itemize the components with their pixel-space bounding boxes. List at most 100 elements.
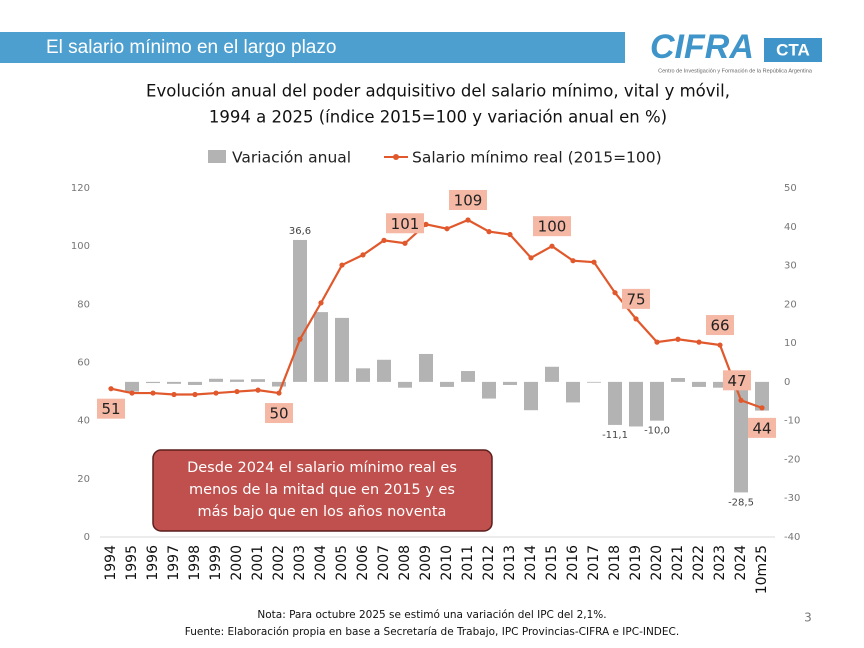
point-label-box (723, 370, 751, 391)
x-tick-label: 2023 (712, 545, 728, 581)
x-tick-label: 2017 (586, 545, 602, 581)
bar (524, 381, 538, 411)
point-label-box (386, 213, 424, 234)
bar (314, 312, 328, 382)
y2-tick-label: -30 (784, 493, 800, 504)
point-label-box (622, 288, 650, 309)
point (675, 336, 681, 342)
y2-tick-label: -20 (784, 454, 800, 465)
annotation-text: más bajo que en los años noventa (198, 504, 447, 520)
bar (377, 359, 391, 382)
point (507, 231, 513, 238)
note: Nota: Para octubre 2025 se estimó una va… (257, 609, 606, 621)
annotation-text: menos de la mitad que en 2015 y es (189, 482, 455, 498)
bar-label: -11,1 (602, 430, 628, 441)
annotation-text: Desde 2024 el salario mínimo real es (187, 460, 457, 476)
point (528, 255, 534, 261)
point (192, 391, 198, 398)
point-label: 50 (269, 405, 288, 423)
bar (356, 368, 370, 382)
point (213, 390, 219, 396)
bar (461, 371, 475, 382)
point (549, 243, 555, 249)
legend-label: Variación anual (232, 149, 351, 167)
y-tick-label: 60 (77, 358, 90, 369)
y-tick-label: 120 (71, 183, 90, 194)
y2-tick-label: -10 (784, 416, 800, 427)
point (171, 391, 177, 398)
y2-tick-label: -40 (784, 532, 800, 543)
point-label: 44 (752, 419, 771, 437)
x-tick-label: 2021 (670, 545, 686, 581)
bar-label: -10,0 (644, 426, 670, 437)
x-tick-label: 2005 (334, 545, 350, 581)
point (255, 387, 261, 393)
point-label-box (748, 417, 776, 438)
point-label-box (533, 216, 571, 237)
point-label: 109 (454, 191, 483, 209)
point (318, 300, 324, 306)
point (444, 226, 450, 232)
x-tick-label: 2024 (733, 545, 749, 581)
point-label: 47 (727, 372, 746, 390)
logo: CIFRA (650, 28, 754, 66)
bar (755, 381, 769, 411)
x-tick-label: 2003 (292, 545, 308, 581)
annotation-box (152, 449, 493, 532)
x-tick-label: 2018 (607, 545, 623, 581)
bar (713, 381, 727, 388)
point-label-box (265, 403, 293, 424)
y-tick-label: 40 (77, 416, 90, 427)
bar (503, 381, 517, 385)
bar (671, 378, 685, 382)
x-tick-label: 1999 (208, 545, 224, 581)
point-label: 66 (710, 317, 729, 335)
bar (482, 381, 496, 399)
point (717, 342, 723, 348)
bar (545, 366, 559, 382)
point (654, 339, 660, 345)
bar (650, 381, 664, 421)
x-tick-label: 2008 (397, 545, 413, 581)
bar (566, 381, 580, 403)
bar (335, 317, 349, 382)
x-tick-label: 2019 (628, 545, 644, 581)
bar (251, 379, 265, 382)
point (381, 237, 387, 243)
point-label: 75 (626, 290, 645, 308)
bar (230, 379, 244, 382)
bar (188, 381, 202, 385)
y-tick-label: 100 (71, 241, 90, 252)
y2-tick-label: 10 (784, 338, 797, 349)
point-label-box (97, 398, 125, 419)
bar (608, 381, 622, 425)
point (150, 390, 156, 396)
point (129, 390, 135, 396)
x-tick-label: 1996 (145, 545, 161, 581)
logo-box (764, 38, 822, 62)
point-label-box (449, 189, 487, 210)
point (486, 229, 492, 235)
bar (398, 381, 412, 388)
x-tick-label: 1995 (124, 545, 140, 581)
point (339, 262, 345, 268)
point (234, 388, 240, 395)
bar-label: 36,6 (289, 226, 311, 237)
x-tick-label: 2002 (271, 545, 287, 581)
x-tick-label: 2022 (691, 545, 707, 581)
x-tick-label: 2004 (313, 545, 329, 581)
y-tick-label: 20 (77, 474, 90, 485)
x-tick-label: 2012 (481, 545, 497, 581)
bar (587, 381, 601, 383)
x-tick-label: 2016 (565, 545, 581, 581)
point-label-box (706, 315, 734, 336)
point-label: 51 (101, 400, 120, 418)
x-tick-label: 2020 (649, 545, 665, 581)
x-tick-label: 2001 (250, 545, 266, 581)
bar (440, 381, 454, 387)
x-tick-label: 2015 (544, 545, 560, 581)
bar (419, 353, 433, 382)
point (738, 397, 744, 403)
point (696, 339, 702, 345)
